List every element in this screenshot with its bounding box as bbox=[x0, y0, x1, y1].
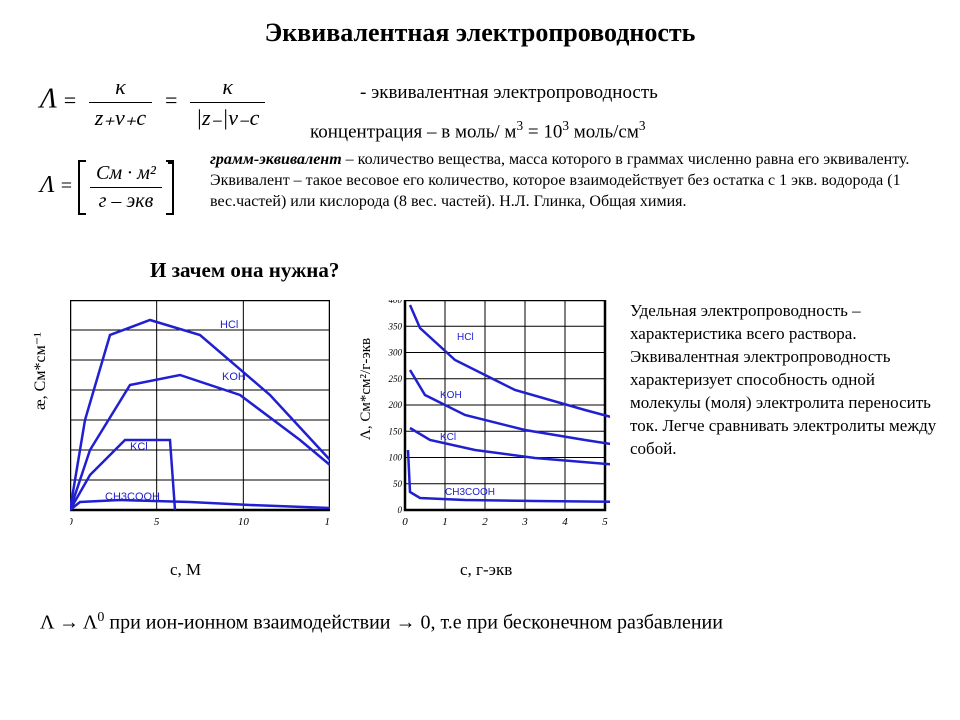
chart1-xlabel: с, М bbox=[170, 560, 201, 580]
eq1-eq2: = bbox=[164, 88, 179, 113]
eq2-lhs: Λ bbox=[40, 172, 55, 198]
def2-c: моль/см bbox=[569, 121, 639, 142]
svg-text:KCl: KCl bbox=[440, 432, 456, 443]
eq1-frac1-num: κ bbox=[89, 74, 152, 103]
chart2-xlabel: с, г-экв bbox=[460, 560, 512, 580]
eq1-frac1: κ z₊ν₊c bbox=[89, 74, 152, 131]
svg-text:150: 150 bbox=[389, 426, 403, 436]
chart2-svg: HClKOHKClCH3COOH012345050100150200250300… bbox=[380, 300, 610, 530]
equation-lambda: Λ = κ z₊ν₊c = κ |z₋|ν₋c bbox=[40, 74, 271, 131]
svg-text:0: 0 bbox=[402, 516, 408, 528]
chart-specific-conductivity: HCl KOH KCl CH3COOH 0 5 10 15 bbox=[70, 300, 330, 530]
svg-text:KCl: KCl bbox=[130, 441, 148, 453]
svg-text:350: 350 bbox=[388, 321, 403, 331]
def2-b: = 10 bbox=[523, 121, 562, 142]
svg-text:0: 0 bbox=[398, 505, 403, 515]
svg-text:KOH: KOH bbox=[222, 371, 246, 383]
svg-text:15: 15 bbox=[325, 516, 331, 528]
svg-text:KOH: KOH bbox=[440, 390, 462, 401]
bottom-b: при ион-ионном взаимодействии → 0, т.е п… bbox=[104, 612, 723, 634]
bottom-formula: Λ → Λ0 при ион-ионном взаимодействии → 0… bbox=[40, 610, 723, 635]
eq1-frac1-den: z₊ν₊c bbox=[89, 103, 152, 131]
eq1-frac2: κ |z₋|ν₋c bbox=[190, 74, 265, 131]
svg-text:100: 100 bbox=[389, 453, 403, 463]
svg-text:10: 10 bbox=[238, 516, 250, 528]
svg-text:0: 0 bbox=[70, 516, 73, 528]
svg-text:CH3COOH: CH3COOH bbox=[105, 491, 160, 503]
svg-text:200: 200 bbox=[389, 400, 403, 410]
eq2-den: г – экв bbox=[90, 188, 162, 213]
eq1-lhs: Λ bbox=[40, 84, 57, 115]
svg-text:4: 4 bbox=[562, 516, 568, 528]
page-title: Эквивалентная электропроводность bbox=[0, 18, 960, 48]
svg-text:5: 5 bbox=[602, 516, 608, 528]
svg-text:HCl: HCl bbox=[220, 319, 238, 331]
chart1-ylabel: æ, См*см⁻¹ bbox=[30, 332, 50, 410]
svg-text:2: 2 bbox=[482, 516, 488, 528]
def2-sup3: 3 bbox=[639, 118, 646, 133]
eq2-num: См · м² bbox=[90, 162, 162, 188]
svg-text:400: 400 bbox=[389, 300, 403, 305]
svg-text:300: 300 bbox=[388, 348, 403, 358]
svg-text:CH3COOH: CH3COOH bbox=[445, 487, 495, 498]
svg-text:HCl: HCl bbox=[457, 332, 474, 343]
explanation-text: Удельная электропроводность – характерис… bbox=[630, 300, 940, 461]
eq1-eq: = bbox=[62, 88, 77, 113]
gram-bold: грамм-эквивалент bbox=[210, 151, 342, 168]
svg-text:50: 50 bbox=[393, 479, 403, 489]
chart1-svg: HCl KOH KCl CH3COOH 0 5 10 15 bbox=[70, 300, 330, 530]
eq2-frac: См · м² г – экв bbox=[90, 162, 162, 213]
svg-text:3: 3 bbox=[521, 516, 528, 528]
chart2-ylabel: Λ, См*см²/г-экв bbox=[358, 338, 375, 440]
eq1-frac2-num: κ bbox=[190, 74, 265, 103]
eq2-bracket: См · м² г – экв bbox=[78, 160, 174, 215]
gram-equivalent-definition: грамм-эквивалент – количество вещества, … bbox=[210, 150, 930, 212]
def2-sup2: 3 bbox=[562, 118, 569, 133]
svg-text:1: 1 bbox=[442, 516, 448, 528]
svg-text:250: 250 bbox=[389, 374, 403, 384]
definition-equivalent: - эквивалентная электропроводность bbox=[360, 82, 658, 104]
eq2-eq: = bbox=[60, 175, 74, 197]
eq1-frac2-den: |z₋|ν₋c bbox=[190, 103, 265, 131]
equation-units: Λ = См · м² г – экв bbox=[40, 160, 174, 215]
def2-a: концентрация – в моль/ м bbox=[310, 121, 516, 142]
bottom-a: Λ → Λ bbox=[40, 612, 97, 634]
chart-equivalent-conductivity: HClKOHKClCH3COOH012345050100150200250300… bbox=[380, 300, 610, 530]
svg-text:5: 5 bbox=[154, 516, 160, 528]
why-heading: И зачем она нужна? bbox=[150, 258, 339, 283]
definition-concentration: концентрация – в моль/ м3 = 103 моль/см3 bbox=[310, 118, 646, 143]
